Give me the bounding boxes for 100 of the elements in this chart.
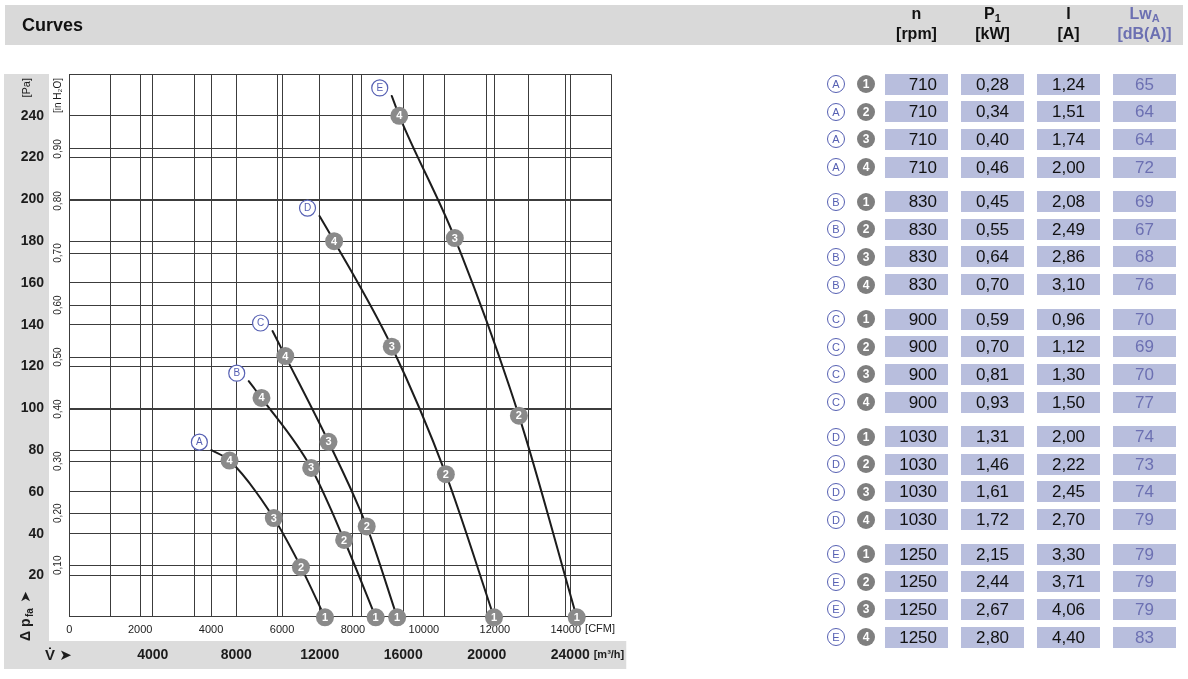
x-tick-label: 4000: [137, 646, 169, 663]
category-label: A: [832, 105, 840, 118]
category-label: 2: [862, 222, 870, 237]
text: 2,08: [1051, 192, 1086, 211]
x-tick-label: 20000: [467, 646, 507, 663]
text: 0,64: [975, 247, 1010, 267]
y-tick-label: 220: [20, 148, 45, 165]
category-label: 3: [862, 367, 870, 382]
y-tick-label: 240: [20, 106, 45, 123]
category-label: 4: [862, 512, 870, 527]
text: 3,30: [1051, 544, 1086, 564]
annotation: 3: [388, 340, 395, 353]
category-label: 1: [862, 77, 870, 91]
text: 0,70: [975, 275, 1010, 295]
annotation: 1: [573, 610, 580, 623]
annotation: 2: [442, 467, 449, 480]
chart-title: Curves: [22, 15, 84, 35]
y-tick-label: 60: [28, 482, 45, 499]
text: 76: [1135, 275, 1154, 295]
y2-tick-label: 0,90: [51, 138, 63, 159]
annotation: 1: [394, 610, 401, 623]
text: 0,59: [975, 309, 1010, 329]
text: 830: [908, 192, 937, 211]
y2-tick-label: 0,10: [51, 555, 63, 575]
category-label: 1: [862, 429, 870, 444]
text: 2,22: [1051, 454, 1086, 474]
category-label: D: [832, 513, 840, 526]
annotation: 2: [297, 560, 304, 573]
text: 1,74: [1051, 129, 1086, 149]
category-label: 3: [862, 132, 870, 147]
category-label: 4: [862, 160, 870, 175]
text: 70: [1135, 364, 1154, 384]
text: 68: [1135, 247, 1154, 267]
y-tick-label: 140: [20, 315, 45, 332]
annotation: 4: [331, 234, 339, 247]
text: 0,70: [975, 337, 1010, 357]
text: 4,06: [1051, 599, 1086, 619]
annotation: 2: [341, 533, 348, 546]
category-label: 3: [862, 602, 870, 617]
category-label: E: [832, 603, 840, 616]
text: 1,24: [1051, 74, 1086, 94]
category-label: B: [832, 250, 840, 263]
text: 0,34: [975, 102, 1010, 122]
annotation: 4: [396, 109, 404, 122]
category-label: C: [832, 396, 840, 409]
x2-tick-label: 10000: [408, 622, 440, 635]
text: 1,72: [975, 510, 1010, 530]
text: 73: [1135, 454, 1154, 474]
y2-tick-label: 0,20: [51, 503, 63, 523]
x2-tick-label: 4000: [198, 622, 224, 635]
y-tick-label: 80: [28, 440, 45, 457]
text: 4,40: [1051, 627, 1086, 647]
annotation: 4: [226, 454, 234, 467]
y2-tick-label: 0,40: [51, 398, 63, 419]
y-tick-label: 40: [28, 524, 45, 541]
text: 2,70: [1051, 510, 1086, 530]
text: 2,00: [1051, 427, 1086, 446]
text: 67: [1135, 219, 1154, 239]
text: 2,80: [975, 627, 1010, 647]
text: 900: [908, 392, 937, 412]
text: 2,49: [1051, 219, 1086, 239]
text: 0,81: [975, 364, 1010, 384]
text: 0,93: [975, 392, 1010, 412]
category-label: Lw$_{A}$ [dB(A)]: [1117, 4, 1172, 44]
text: 74: [1135, 482, 1154, 502]
text: 1250: [899, 544, 937, 564]
x2-tick-label: 8000: [340, 622, 366, 635]
text: 0,40: [975, 129, 1010, 149]
category-label: A: [832, 133, 840, 146]
category-label: D: [832, 430, 840, 443]
text: 2,86: [1051, 247, 1086, 267]
x-tick-label: 8000: [220, 646, 252, 663]
x-tick-label: 16000: [383, 646, 423, 663]
category-label: 4: [862, 277, 870, 292]
text: 1,46: [975, 454, 1010, 474]
text: 72: [1135, 157, 1154, 177]
text: 79: [1135, 599, 1154, 619]
x2-axis-title: [CFM]: [585, 622, 616, 635]
text: 2,15: [975, 544, 1010, 564]
y2-axis-title: [in H₂O]: [51, 77, 63, 113]
annotation: 4: [282, 349, 290, 362]
text: 79: [1135, 572, 1154, 592]
category-label: n [rpm]: [896, 4, 937, 44]
category-label: 2: [862, 457, 870, 472]
annotation: 3: [308, 461, 315, 474]
x-axis-title: [m³/h]: [593, 647, 625, 660]
text: 710: [908, 129, 937, 149]
text: 1030: [899, 454, 937, 474]
text: 2,44: [975, 572, 1010, 592]
text: 900: [908, 364, 937, 384]
category-label: E: [832, 548, 840, 560]
text: Δ pfa ➤: [17, 590, 36, 641]
text: 1,12: [1051, 337, 1086, 357]
text: 0,46: [975, 157, 1010, 177]
text: 1250: [899, 599, 937, 619]
text: 2,00: [1051, 157, 1086, 177]
annotation: 4: [258, 391, 266, 404]
annotation: 1: [321, 610, 329, 623]
text: V̇ ➤: [45, 646, 72, 664]
text: 3,71: [1051, 572, 1086, 592]
